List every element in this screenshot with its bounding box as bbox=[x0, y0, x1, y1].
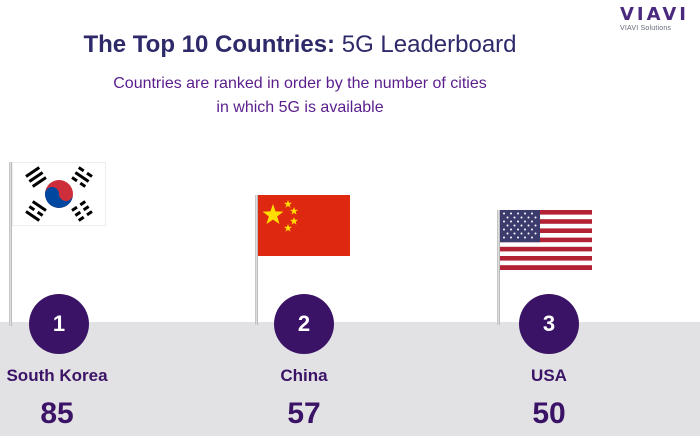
flag-pole bbox=[497, 210, 500, 325]
south-korea-flag bbox=[12, 162, 106, 226]
page-title: The Top 10 Countries: 5G Leaderboard bbox=[0, 30, 600, 60]
city-count: 85 bbox=[40, 397, 74, 430]
country-name: South Korea bbox=[6, 366, 108, 385]
viavi-logo: VIAVI VIAVI Solutions bbox=[620, 4, 694, 33]
city-count: 50 bbox=[532, 397, 566, 430]
logo-wordmark: VIAVI bbox=[620, 4, 689, 25]
flag-pole bbox=[9, 162, 12, 326]
title-bold: The Top 10 Countries: bbox=[83, 31, 336, 58]
logo-tagline: VIAVI Solutions bbox=[620, 25, 672, 32]
title-light: 5G Leaderboard bbox=[341, 31, 517, 58]
usa-flag bbox=[500, 210, 592, 270]
rank-badge: 2 bbox=[274, 294, 334, 354]
rank-badge: 1 bbox=[29, 294, 89, 354]
page-subtitle: Countries are ranked in order by the num… bbox=[0, 72, 600, 120]
podium-floor bbox=[0, 322, 700, 436]
subtitle-line-1: Countries are ranked in order by the num… bbox=[113, 75, 487, 92]
country-name: China bbox=[280, 366, 328, 385]
subtitle-line-2: in which 5G is available bbox=[216, 99, 384, 116]
city-count: 57 bbox=[287, 397, 321, 430]
china-flag bbox=[258, 195, 350, 256]
country-name: USA bbox=[531, 366, 567, 385]
rank-badge: 3 bbox=[519, 294, 579, 354]
flag-pole bbox=[255, 195, 258, 325]
